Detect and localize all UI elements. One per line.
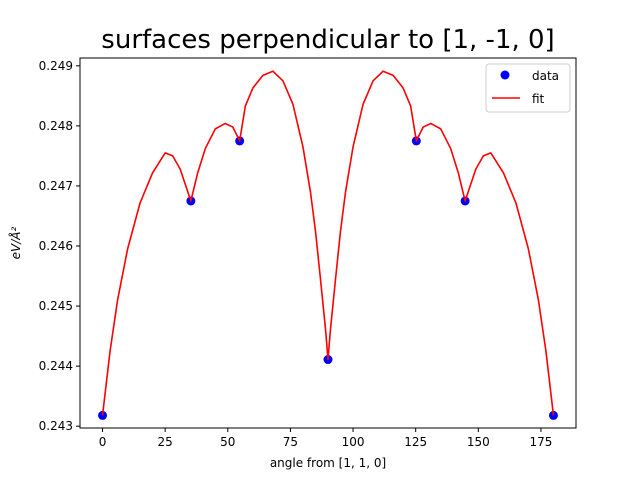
legend-data-label: data bbox=[532, 69, 559, 83]
x-tick-label: 75 bbox=[283, 435, 298, 449]
x-tick-label: 100 bbox=[342, 435, 365, 449]
y-tick-label: 0.247 bbox=[39, 179, 73, 193]
x-tick-label: 125 bbox=[404, 435, 427, 449]
x-axis-label: angle from [1, 1, 0] bbox=[270, 456, 386, 470]
series-layer bbox=[98, 70, 558, 420]
y-tick-label: 0.246 bbox=[39, 239, 73, 253]
y-axis-label: eV/Å² bbox=[8, 226, 23, 259]
y-tick-label: 0.249 bbox=[39, 59, 73, 73]
y-tick-label: 0.248 bbox=[39, 119, 73, 133]
plot-area bbox=[80, 58, 576, 428]
fit-line bbox=[101, 70, 555, 416]
x-axis-ticks: 0 25 50 75 100 125 150 175 bbox=[99, 428, 552, 449]
y-axis-ticks: 0.243 0.244 0.245 0.246 0.247 0.248 0.249 bbox=[39, 59, 80, 433]
plot-frame bbox=[79, 57, 577, 429]
legend: data fit bbox=[485, 63, 571, 113]
x-tick-label: 25 bbox=[158, 435, 173, 449]
chart-title: surfaces perpendicular to [1, -1, 0] bbox=[101, 25, 554, 55]
legend-data-marker bbox=[500, 70, 510, 80]
y-tick-label: 0.245 bbox=[39, 299, 73, 313]
x-tick-label: 150 bbox=[467, 435, 490, 449]
y-tick-label: 0.243 bbox=[39, 419, 73, 433]
y-tick-label: 0.244 bbox=[39, 359, 73, 373]
x-tick-label: 0 bbox=[99, 435, 107, 449]
x-tick-label: 50 bbox=[220, 435, 235, 449]
x-tick-label: 175 bbox=[529, 435, 552, 449]
legend-fit-label: fit bbox=[532, 92, 545, 106]
